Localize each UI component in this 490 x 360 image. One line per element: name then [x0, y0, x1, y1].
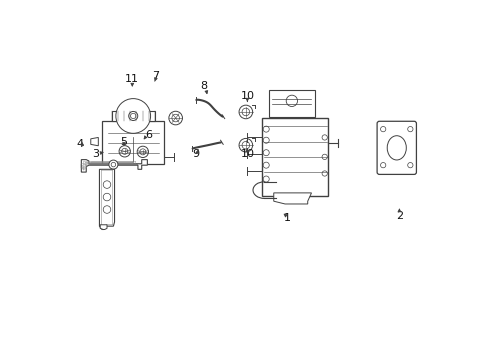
Circle shape [242, 141, 249, 149]
Circle shape [263, 137, 269, 143]
Text: 3: 3 [92, 149, 99, 158]
Polygon shape [91, 138, 98, 146]
Text: 8: 8 [200, 81, 208, 91]
Circle shape [119, 146, 130, 157]
Circle shape [263, 126, 269, 132]
Text: 2: 2 [396, 211, 403, 221]
Circle shape [381, 162, 386, 168]
Circle shape [242, 108, 249, 116]
Circle shape [111, 162, 116, 167]
Polygon shape [99, 169, 115, 229]
Circle shape [137, 146, 148, 158]
FancyBboxPatch shape [102, 121, 164, 164]
Circle shape [172, 114, 179, 122]
Ellipse shape [387, 136, 406, 160]
FancyBboxPatch shape [112, 111, 155, 121]
Circle shape [129, 112, 138, 121]
Text: 4: 4 [76, 139, 83, 149]
Circle shape [116, 99, 150, 133]
FancyBboxPatch shape [377, 121, 416, 174]
Circle shape [169, 111, 182, 125]
Circle shape [322, 154, 327, 159]
Circle shape [381, 126, 386, 132]
Circle shape [322, 135, 327, 140]
Text: 1: 1 [284, 213, 291, 224]
Circle shape [408, 126, 413, 132]
Text: 7: 7 [152, 72, 159, 81]
Circle shape [239, 138, 253, 152]
FancyBboxPatch shape [269, 90, 315, 117]
Text: 11: 11 [125, 74, 139, 84]
Circle shape [263, 176, 269, 182]
Circle shape [103, 193, 111, 201]
Circle shape [263, 150, 269, 156]
Text: 9: 9 [192, 149, 199, 158]
Text: 10: 10 [241, 91, 254, 102]
Polygon shape [100, 225, 107, 229]
Circle shape [263, 162, 269, 168]
Text: 5: 5 [121, 136, 127, 147]
Circle shape [103, 206, 111, 213]
Circle shape [103, 181, 111, 188]
Text: 10: 10 [241, 149, 254, 159]
Circle shape [239, 105, 253, 119]
Polygon shape [274, 193, 312, 204]
Circle shape [408, 162, 413, 168]
Polygon shape [81, 159, 147, 172]
Text: 6: 6 [145, 130, 152, 140]
Circle shape [130, 113, 136, 118]
Circle shape [140, 149, 146, 155]
Circle shape [286, 95, 297, 107]
Circle shape [122, 148, 128, 154]
FancyBboxPatch shape [263, 118, 328, 196]
Circle shape [109, 160, 118, 169]
Circle shape [322, 171, 327, 176]
